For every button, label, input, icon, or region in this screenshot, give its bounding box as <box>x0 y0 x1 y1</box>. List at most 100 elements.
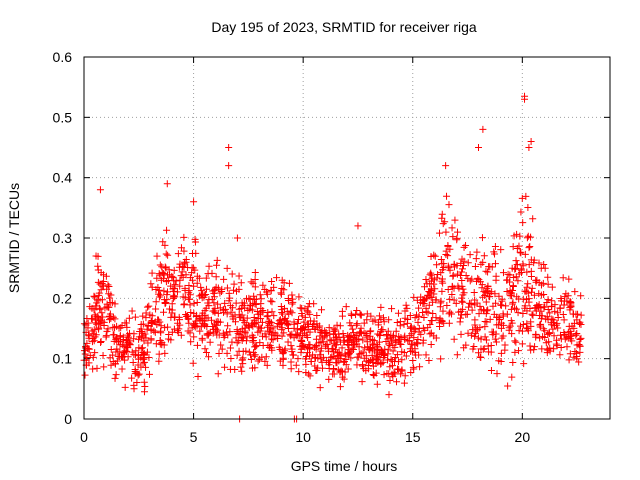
data-point <box>311 326 319 334</box>
data-point <box>236 330 244 338</box>
data-point <box>526 243 534 251</box>
data-point <box>550 345 558 353</box>
data-point <box>277 303 285 311</box>
data-point <box>577 292 585 300</box>
data-point <box>225 162 233 170</box>
data-point <box>548 283 556 291</box>
data-point <box>139 344 147 352</box>
data-point <box>284 320 292 328</box>
data-point <box>502 302 510 310</box>
data-point <box>193 279 201 287</box>
data-point <box>206 338 214 346</box>
data-point <box>279 361 287 369</box>
data-point <box>96 186 104 194</box>
data-point <box>487 341 495 349</box>
data-point <box>220 306 228 314</box>
data-point <box>485 263 493 271</box>
data-point <box>576 318 584 326</box>
data-point <box>297 348 305 356</box>
data-point <box>193 272 201 280</box>
data-point <box>259 307 267 315</box>
data-point <box>278 326 286 334</box>
data-point <box>182 271 190 279</box>
data-point <box>128 374 136 382</box>
data-point <box>226 328 234 336</box>
data-point <box>172 277 180 285</box>
data-point <box>273 274 281 282</box>
data-point <box>542 339 550 347</box>
data-point <box>482 336 490 344</box>
data-point <box>521 95 529 103</box>
data-point <box>512 338 520 346</box>
data-point <box>398 366 406 374</box>
data-point <box>94 278 102 286</box>
data-point <box>167 336 175 344</box>
data-point <box>253 342 261 350</box>
data-point <box>448 282 456 290</box>
data-point <box>250 292 258 300</box>
data-point <box>334 366 342 374</box>
data-point <box>438 287 446 295</box>
data-point <box>255 323 263 331</box>
data-point <box>439 220 447 228</box>
data-point <box>353 361 361 369</box>
data-point <box>257 295 265 303</box>
data-point <box>250 333 258 341</box>
data-point <box>111 300 119 308</box>
data-point <box>121 383 129 391</box>
data-point <box>344 346 352 354</box>
data-point <box>401 314 409 322</box>
data-point <box>163 288 171 296</box>
data-point <box>565 275 573 283</box>
data-point <box>377 360 385 368</box>
data-point <box>380 318 388 326</box>
data-point <box>509 243 517 251</box>
data-point <box>471 332 479 340</box>
data-point <box>304 333 312 341</box>
data-point <box>546 309 554 317</box>
data-point <box>405 336 413 344</box>
data-point <box>219 329 227 337</box>
data-point <box>446 245 454 253</box>
data-point <box>427 317 435 325</box>
data-point <box>205 296 213 304</box>
data-point <box>112 371 120 379</box>
data-point <box>467 299 475 307</box>
data-point <box>157 322 165 330</box>
data-point <box>288 300 296 308</box>
data-point <box>492 299 500 307</box>
data-point <box>93 299 101 307</box>
data-point <box>252 319 260 327</box>
data-point <box>88 338 96 346</box>
data-point <box>517 265 525 273</box>
data-point <box>533 276 541 284</box>
data-point <box>203 331 211 339</box>
data-point <box>241 324 249 332</box>
data-point <box>210 299 218 307</box>
data-point <box>194 372 202 380</box>
data-point <box>347 310 355 318</box>
data-point <box>487 367 495 375</box>
data-point <box>416 363 424 371</box>
data-point <box>459 305 467 313</box>
data-point <box>129 358 137 366</box>
data-point <box>155 350 163 358</box>
data-point <box>480 252 488 260</box>
data-point <box>539 279 547 287</box>
data-point <box>385 391 393 399</box>
data-point <box>123 323 131 331</box>
data-point <box>464 329 472 337</box>
data-point <box>214 370 222 378</box>
data-point <box>391 336 399 344</box>
data-point <box>420 313 428 321</box>
data-point <box>458 277 466 285</box>
data-point <box>100 321 108 329</box>
data-point <box>527 288 535 296</box>
data-point <box>516 248 524 256</box>
data-point <box>393 318 401 326</box>
data-point <box>161 241 169 249</box>
data-point <box>174 250 182 258</box>
data-point <box>295 293 303 301</box>
data-point <box>395 332 403 340</box>
